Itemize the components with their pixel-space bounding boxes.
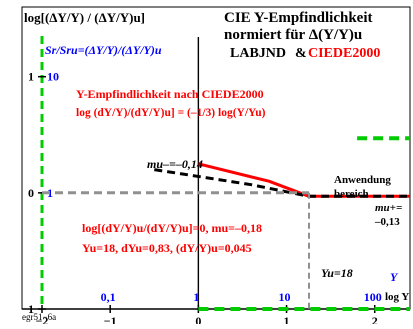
series-group — [42, 136, 410, 311]
ciede-label: CIEDE2000 — [308, 46, 380, 61]
m-minus-label: mu–=–0,14 — [147, 157, 203, 171]
anwendung-line2: bereich — [334, 188, 369, 200]
m-plus-line2: –0,13 — [374, 216, 400, 228]
curve-formula: log (dY/Y)/(dY/Y)u] = (–1/3) log(Y/Yu) — [76, 107, 266, 119]
title-line2: normiert für Δ(Y/Y)u — [224, 27, 362, 43]
linear-tick-label: 1 — [193, 290, 199, 304]
x-tick-label: 1 — [284, 314, 290, 324]
title-line1: CIE Y-Empfindlichkeit — [224, 10, 373, 26]
ratio-label: Sr/Sru=(ΔY/Y)/(ΔY/Y)u — [45, 43, 162, 57]
linear-tick-label: 10 — [279, 290, 291, 304]
condition-line2: Yu=18, dYu=0,83, (dY/Y)u=0,045 — [82, 241, 252, 255]
x-tick-label: 0 — [195, 314, 201, 324]
condition-line1: log[(dY/Y)u/(dY/Y)u]=0, mu=–0,18 — [82, 221, 262, 235]
x-axis-title: log Y — [385, 291, 409, 303]
ampersand-label: & — [295, 46, 307, 61]
footer-code: egr51−6a — [22, 312, 56, 322]
y-tick-label: −1 — [21, 302, 34, 316]
anwendung-line1: Anwendung — [334, 174, 391, 186]
labjnd-label: LABJND — [230, 46, 286, 61]
x-tick-label: −1 — [104, 314, 117, 324]
yu-label: Yu=18 — [321, 266, 353, 280]
left-axis-value-label: 10 — [47, 70, 59, 84]
linear-tick-label: 0,1 — [101, 290, 116, 304]
y-tick-label: 0 — [28, 186, 34, 200]
curve-title: Y-Empfindlichkeit nach CIEDE2000 — [76, 87, 264, 101]
linear-tick-label: 100 — [364, 290, 382, 304]
m-plus-line1: mu+= — [375, 202, 402, 214]
y-axis-title: log[(ΔY/Y) / (ΔY/Y)u] — [24, 10, 145, 25]
x-tick-label: 2 — [372, 314, 378, 324]
y-tick-label: 1 — [28, 70, 34, 84]
y-variable-label: Y — [390, 270, 399, 284]
